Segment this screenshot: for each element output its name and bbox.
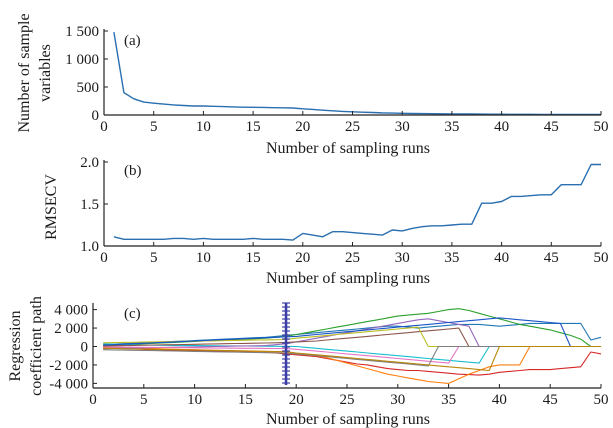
panel-b-x-tick-label: 30 (395, 250, 410, 266)
panel-c-x-tick-label: 45 (543, 392, 558, 408)
panel-c-y-tick-label: -2 000 (49, 358, 88, 374)
panel-c-plot: 0 5 10 15 20 25 30 35 40 45 50 -4 000 -2 000 0 2 000 4 … (49, 302, 609, 408)
panel-b-x-tick-label: 45 (544, 250, 559, 266)
panel-b-x-tick-label: 0 (100, 250, 108, 266)
panel-a-ylabel-line1: Number of sample (16, 13, 33, 132)
panel-a-y-tick-label: 1 000 (65, 52, 99, 68)
panel-c-label: (c) (124, 306, 141, 322)
panel-a-series-line (113, 31, 601, 116)
panel-c-y-tick-label: 0 (81, 340, 89, 356)
panel-a-x-tick-label: 50 (594, 119, 609, 135)
panel-b-x-tick-label: 5 (150, 250, 158, 266)
panel-b-x-tick-label: 40 (494, 250, 509, 266)
panel-c-xlabel: Number of sampling runs (266, 411, 430, 428)
panel-c-x-tick-label: 15 (238, 392, 253, 408)
panel-b-x-tick-label: 10 (196, 250, 211, 266)
selected-run-marker (282, 302, 291, 385)
panel-b-plot: 0 5 10 15 20 25 30 35 40 45 50 1.0 1.5 2.0 (80, 155, 608, 266)
panel-c-y-tick-label: 4 000 (54, 303, 88, 319)
panel-b-label: (b) (124, 163, 142, 179)
panel-a-ylabel-line2: variables (37, 44, 54, 102)
panel-a-x-tick-label: 15 (246, 119, 261, 135)
panel-b: 0 5 10 15 20 25 30 35 40 45 50 1.0 1.5 2.0 (b) Number… (43, 155, 609, 287)
coefficient-path-line-12 (103, 345, 601, 372)
panel-c-ylabel-line2: coefficient path (28, 296, 45, 396)
panel-a-xlabel: Number of sampling runs (266, 140, 430, 157)
coefficient-path-line-9 (103, 326, 601, 348)
panel-c: 0 5 10 15 20 25 30 35 40 45 50 -4 000 -2 000 0 2 000 4 … (7, 296, 609, 428)
panel-b-y-tick-label: 2.0 (80, 155, 99, 171)
panel-c-x-tick-label: 40 (492, 392, 507, 408)
panel-a-x-tick-label: 35 (444, 119, 459, 135)
panel-c-x-tick-label: 35 (441, 392, 456, 408)
panel-a-y-tick-label: 500 (77, 80, 100, 96)
panel-a-x-tick-label: 45 (544, 119, 559, 135)
panel-a-x-tick-label: 25 (345, 119, 360, 135)
coefficient-path-line-2 (103, 347, 602, 376)
panel-b-ylabel-line1: RMSECV (43, 174, 60, 240)
panel-a-x-tick-label: 0 (100, 119, 108, 135)
panel-c-x-tick-label: 5 (140, 392, 148, 408)
panel-c-ylabel-line1: Regression (7, 310, 24, 381)
panel-a-label: (a) (124, 33, 141, 49)
panel-a-x-tick-label: 40 (494, 119, 509, 135)
coefficient-path-line-11 (103, 317, 601, 348)
panel-a-x-tick-label: 20 (295, 119, 310, 135)
panel-b-x-tick-label: 50 (594, 250, 609, 266)
panel-c-y-tick-label: 2 000 (54, 321, 88, 337)
panel-b-x-tick-label: 25 (345, 250, 360, 266)
panel-c-x-tick-label: 20 (289, 392, 304, 408)
panel-c-x-tick-label: 30 (390, 392, 405, 408)
panel-a-y-tick-label: 0 (92, 108, 100, 124)
panel-c-x-tick-label: 50 (594, 392, 609, 408)
panel-b-y-tick-label: 1.5 (80, 197, 99, 213)
panel-a-x-tick-label: 30 (395, 119, 410, 135)
panel-b-x-tick-label: 20 (295, 250, 310, 266)
panel-c-y-tick-label: -4 000 (49, 376, 88, 392)
panel-a-x-tick-label: 10 (196, 119, 211, 135)
panel-b-x-tick-label: 35 (444, 250, 459, 266)
panel-b-xlabel: Number of sampling runs (266, 270, 430, 287)
panel-c-x-tick-label: 25 (340, 392, 355, 408)
panel-a-x-tick-label: 5 (150, 119, 158, 135)
panel-a-y-tick-label: 1 500 (65, 24, 99, 40)
panel-c-x-tick-label: 0 (89, 392, 97, 408)
panel-b-x-tick-label: 15 (246, 250, 261, 266)
panel-b-y-tick-label: 1.0 (80, 239, 99, 255)
panel-c-x-tick-label: 10 (187, 392, 202, 408)
panel-b-series-line (113, 163, 601, 241)
